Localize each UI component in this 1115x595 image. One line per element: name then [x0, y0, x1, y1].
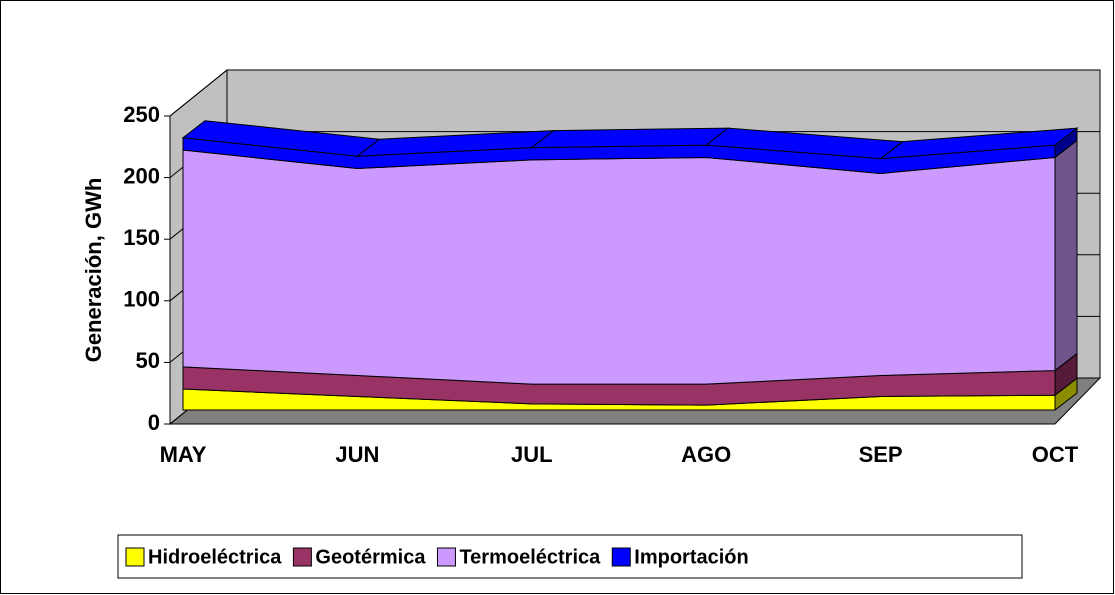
y-tick-label: 200: [123, 163, 160, 188]
x-tick-label: JUL: [511, 442, 553, 467]
x-tick-label: JUN: [335, 442, 379, 467]
y-tick-label: 0: [148, 410, 160, 435]
legend-swatch: [611, 547, 631, 567]
area-top: [530, 127, 730, 149]
legend-label: Hidroeléctrica: [148, 546, 282, 568]
x-tick-label: OCT: [1032, 442, 1079, 467]
legend-box: [117, 534, 1023, 579]
legend-label: Importación: [634, 546, 748, 568]
y-axis-title: Generación, GWh: [81, 178, 106, 363]
legend-label: Geotérmica: [315, 546, 426, 568]
y-tick-label: 100: [123, 287, 160, 312]
grid-line: [169, 69, 1100, 117]
y-tick-label: 250: [123, 102, 160, 127]
area: [182, 149, 1056, 385]
y-tick-label: 50: [136, 348, 160, 373]
area-side: [1054, 139, 1078, 372]
legend-swatch: [292, 547, 312, 567]
legend-label: Termoeléctrica: [459, 546, 601, 568]
y-tick-label: 150: [123, 225, 160, 250]
x-tick-label: AGO: [681, 442, 731, 467]
area-top: [878, 127, 1079, 160]
x-tick-label: SEP: [859, 442, 903, 467]
legend-swatch: [125, 547, 145, 567]
legend-swatch: [436, 547, 456, 567]
x-tick-label: MAY: [160, 442, 207, 467]
